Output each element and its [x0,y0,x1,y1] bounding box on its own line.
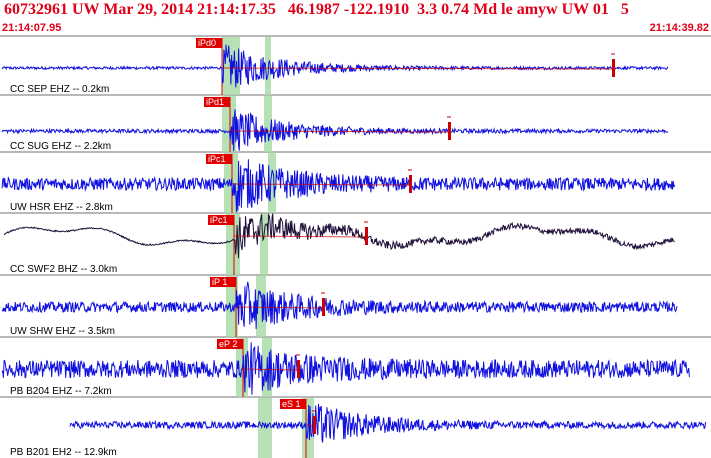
coda-line [235,306,324,309]
coda-line [221,67,614,70]
pick-label-box[interactable] [196,38,222,48]
pick-label-box[interactable] [208,215,234,225]
coda-line [231,183,411,186]
coda-line [305,424,315,427]
waveform-trace [1,159,676,213]
pick-label-box[interactable] [280,399,306,409]
station-label: CC SWF2 BHZ -- 3.0km [10,264,117,275]
coda-marker [313,416,316,434]
station-label: UW SHW EHZ -- 3.5km [10,326,115,337]
coda-marker [297,360,300,378]
pick-label-box[interactable] [210,277,236,287]
s-window-band [265,37,271,95]
p-window-band [258,398,272,458]
coda-line [229,130,450,133]
trace-row[interactable]: iPd0 CC SEP EHZ -- 0.2km [1,37,669,95]
pick-label-text: eP 2 [219,339,237,349]
p-window-band [226,276,238,337]
pick-label-text: iP 1 [212,277,227,287]
s-window-band [268,153,276,213]
coda-marker [322,298,325,316]
trace-row[interactable]: iPd1 CC SUG EHZ -- 2.2km [1,96,669,152]
coda-line [242,368,299,371]
pick-label-box[interactable] [206,154,232,164]
trace-row[interactable]: iPc1 CC SWF2 BHZ -- 3.0km [3,212,675,275]
coda-marker [448,122,451,140]
waveform-trace [1,109,669,152]
coda-line [233,235,367,238]
pick-label-box[interactable] [204,97,230,107]
start-time-label: 21:14:07.95 [2,22,62,34]
station-label: CC SEP EHZ -- 0.2km [10,84,109,95]
end-time-label: 21:14:39.82 [649,22,709,34]
waveform-trace [1,342,690,395]
station-label: CC SUG EHZ -- 2.2km [10,141,111,152]
pick-label-text: iPc1 [210,215,228,225]
waveform-trace [1,281,678,330]
waveform-trace [3,212,675,259]
pick-label-text: iPd0 [198,38,216,48]
trace-row[interactable]: eP 2 PB B204 EHZ -- 7.2km [1,338,690,397]
s-window-band [260,214,268,275]
pick-label-text: iPc1 [208,154,226,164]
waveform-trace [69,403,707,443]
trace-row[interactable]: iPc1 UW HSR EHZ -- 2.8km [1,153,676,213]
waveform-trace [1,44,669,88]
station-label: PB B201 EH2 -- 12.9km [10,447,117,458]
pick-label-text: iPd1 [206,97,224,107]
trace-row[interactable]: eS 1 PB B201 EH2 -- 12.9km [10,398,707,458]
s-window-band [256,276,266,337]
pick-label-text: eS 1 [282,399,301,409]
coda-marker [365,227,368,245]
event-header: 60732961 UW Mar 29, 2014 21:14:17.35 46.… [4,1,629,18]
coda-marker [409,175,412,193]
s-window-band [264,96,272,152]
trace-row[interactable]: iP 1 UW SHW EHZ -- 3.5km [1,276,678,337]
pick-label-box[interactable] [217,339,243,349]
station-label: UW HSR EHZ -- 2.8km [10,202,113,213]
station-label: PB B204 EHZ -- 7.2km [10,386,112,397]
coda-marker [612,59,615,77]
